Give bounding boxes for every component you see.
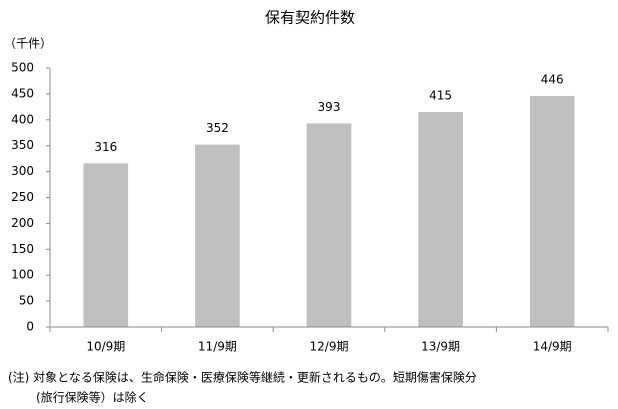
note: (注) 対象となる保険は、生命保険・医療保険等継続・更新されるもの。短期傷害保険…	[8, 370, 477, 385]
x-tick-label: 12/9期	[310, 340, 349, 354]
y-tick-label: 450	[11, 86, 34, 100]
data-label: 415	[429, 89, 452, 103]
bar	[529, 95, 575, 327]
y-tick-label: 50	[19, 294, 34, 308]
chart-title: 保有契約件数	[265, 9, 355, 27]
data-label: 393	[318, 100, 341, 114]
data-label: 352	[206, 121, 229, 135]
x-tick-label: 10/9期	[86, 340, 125, 354]
y-axis-label: （千件）	[4, 37, 52, 51]
bar	[306, 123, 352, 328]
y-tick-label: 100	[11, 268, 34, 282]
y-tick-label: 0	[26, 320, 34, 334]
data-label: 316	[94, 140, 117, 154]
y-tick-label: 400	[11, 112, 34, 126]
bar	[195, 144, 240, 327]
x-tick-label: 11/9期	[198, 340, 237, 354]
y-tick-label: 250	[11, 190, 34, 204]
bar	[418, 112, 463, 327]
y-tick-label: 500	[11, 61, 34, 75]
bar	[83, 163, 129, 327]
x-tick-label: 13/9期	[421, 340, 460, 354]
data-label: 446	[541, 72, 564, 86]
y-tick-label: 300	[11, 164, 34, 178]
note: (旅行保険等）は除く	[36, 390, 149, 405]
y-tick-label: 350	[11, 138, 34, 152]
y-tick-label: 150	[11, 242, 34, 256]
y-tick-label: 200	[11, 216, 34, 230]
x-tick-label: 14/9期	[533, 340, 572, 354]
